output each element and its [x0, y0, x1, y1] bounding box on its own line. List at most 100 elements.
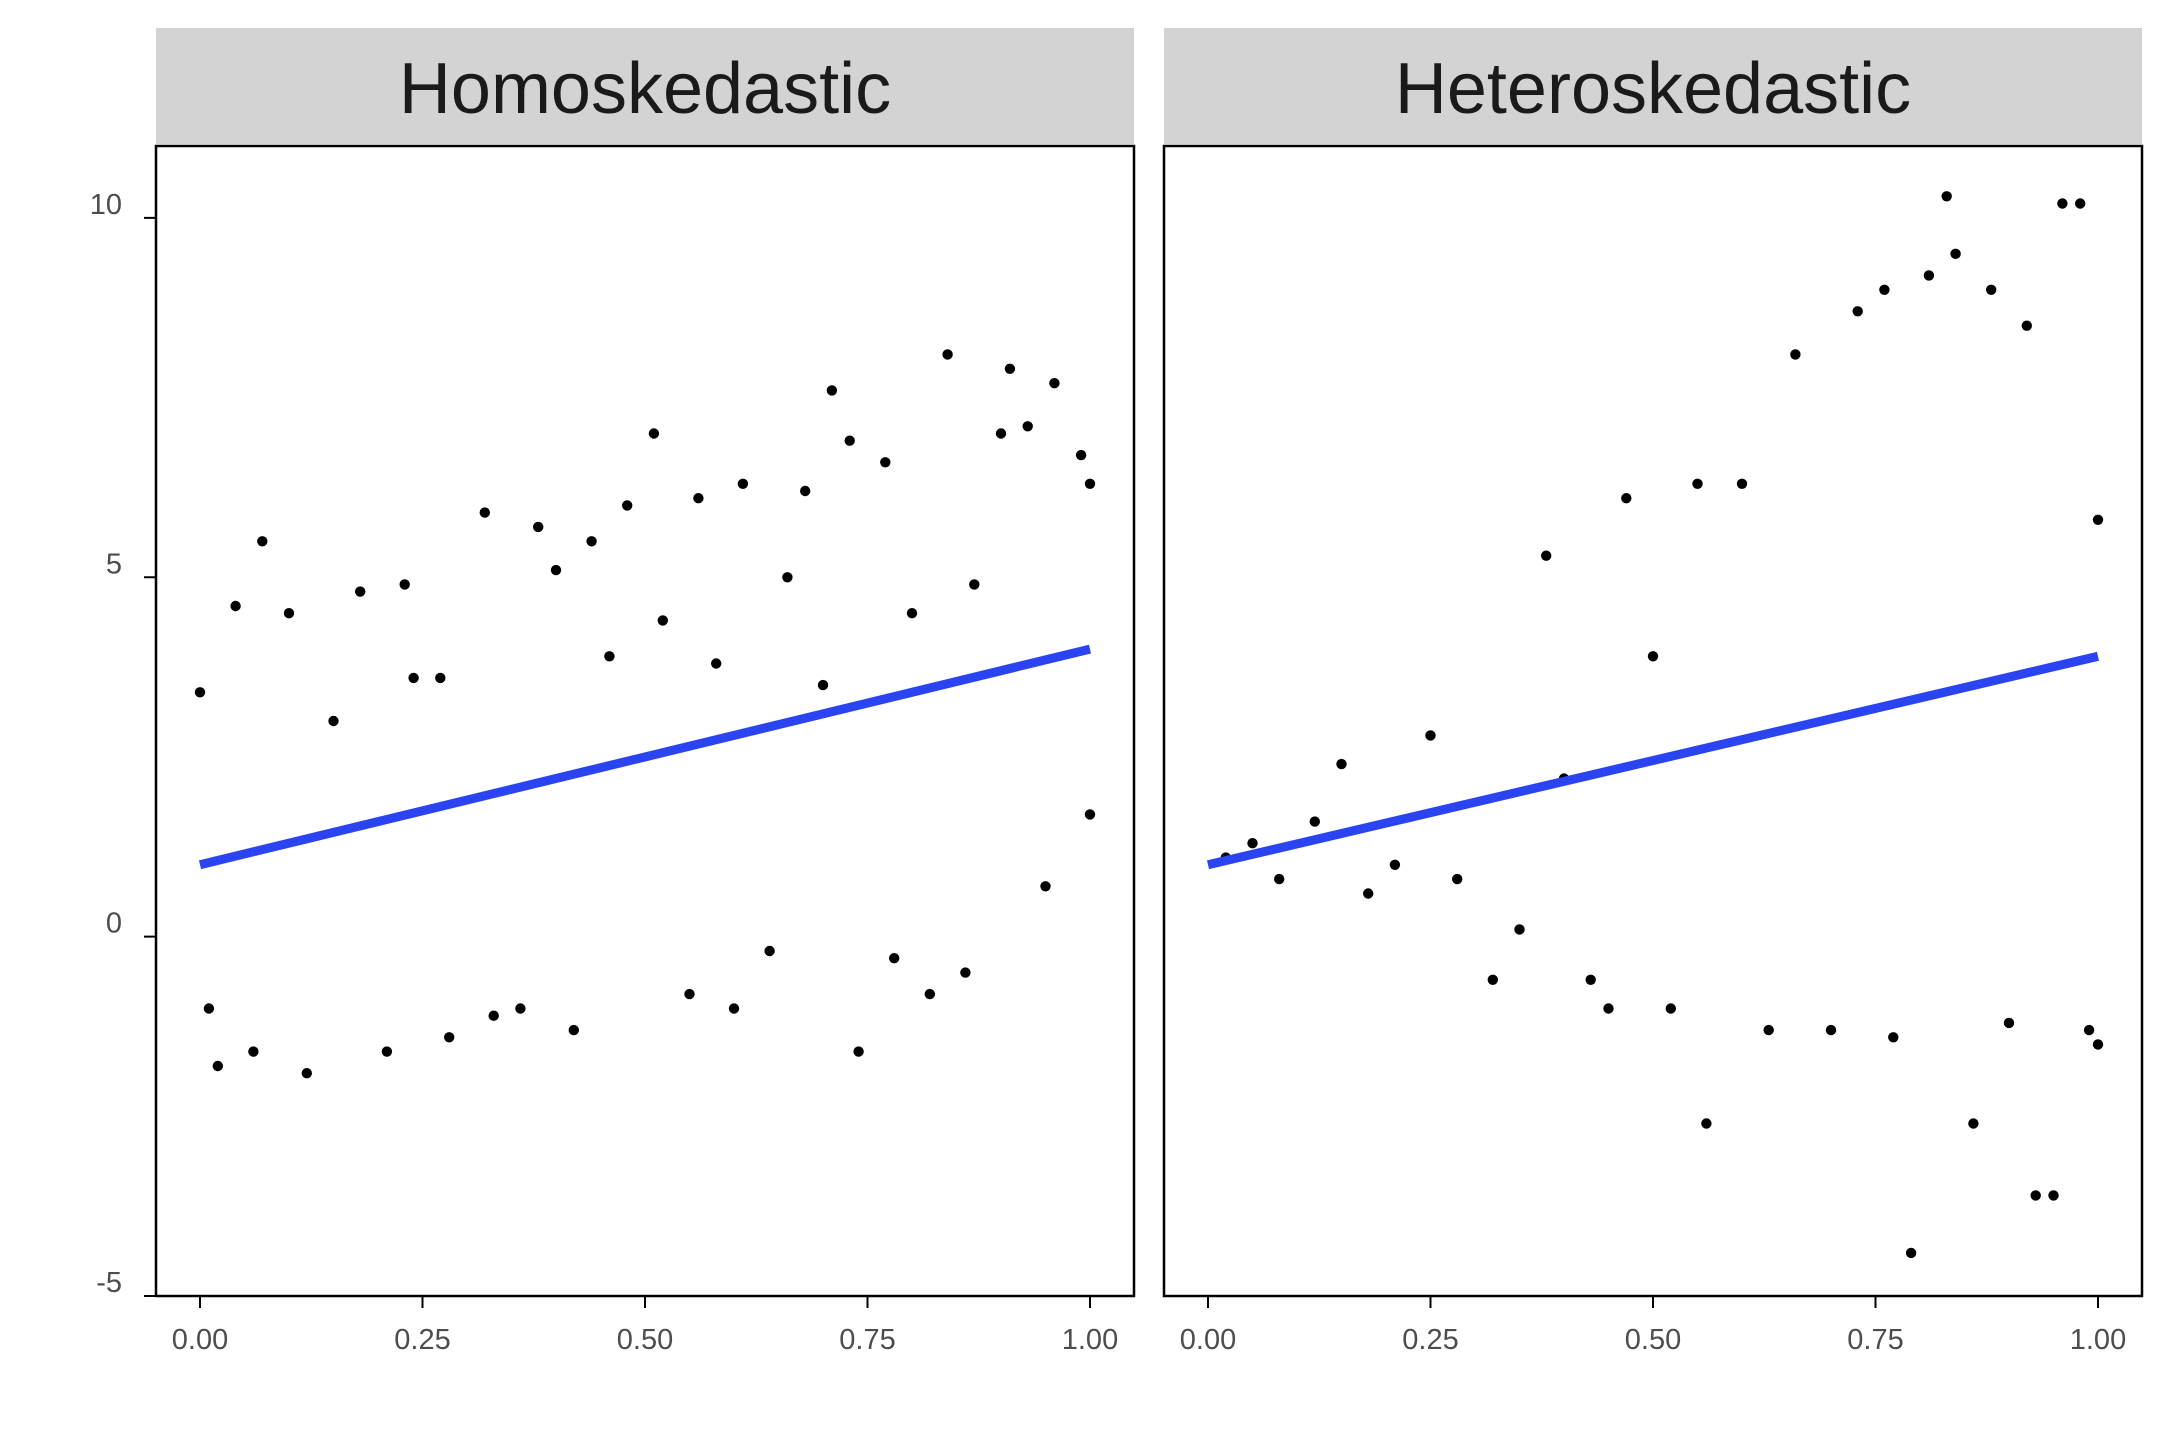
x-tick-label: 0.00: [1180, 1324, 1236, 1356]
scatter-point: [1084, 478, 1096, 489]
scatter-point: [194, 687, 206, 698]
scatter-point: [1879, 284, 1890, 295]
scatter-point: [817, 679, 829, 691]
x-tick-label: 0.75: [839, 1324, 895, 1356]
scatter-point: [960, 967, 971, 978]
scatter-point: [1022, 421, 1033, 432]
scatter-point: [924, 988, 935, 1000]
scatter-point: [1049, 378, 1060, 389]
scatter-point: [942, 349, 953, 360]
scatter-point: [586, 536, 597, 547]
scatter-point: [853, 1046, 864, 1057]
scatter-point: [1852, 306, 1863, 317]
scatter-point: [889, 953, 900, 964]
y-tick-label: 5: [106, 548, 122, 580]
fit-line-heteroskedastic: [1206, 651, 2100, 870]
x-tick-label: 0.25: [394, 1324, 450, 1356]
facet-strip-homoskedastic: [156, 28, 1134, 144]
scatter-point: [1763, 1024, 1774, 1036]
x-axis-homoskedastic: 0.00 0.25 0.50 0.75 1.00: [172, 1296, 1118, 1356]
scatter-point: [257, 536, 268, 547]
scatter-point: [1647, 651, 1659, 662]
scatter-point: [1701, 1118, 1712, 1129]
x-tick-label: 0.00: [172, 1324, 228, 1356]
y-tick-label: 0: [106, 908, 122, 940]
scatter-point: [230, 600, 241, 612]
scatter-point: [1968, 1118, 1979, 1129]
scatter-point: [737, 478, 749, 489]
scatter-point: [203, 1003, 215, 1014]
scatter-point: [1040, 881, 1051, 892]
scatter-point: [1247, 838, 1258, 849]
scatter-point: [1425, 730, 1436, 741]
x-tick-label: 0.75: [1847, 1324, 1903, 1356]
scatter-point: [1923, 270, 1935, 281]
scatter-point: [2083, 1024, 2095, 1036]
scatter-point: [782, 572, 793, 583]
scatter-point: [1389, 859, 1401, 870]
scatter-point: [1514, 924, 1525, 935]
scatter-point: [1084, 809, 1096, 820]
scatter-point: [1905, 1247, 1917, 1259]
scatter-point: [2092, 514, 2104, 525]
scatter-point: [533, 521, 544, 533]
scatter-point: [844, 435, 855, 446]
x-axis-heteroskedastic: 0.00 0.25 0.50 0.75 1.00: [1180, 1296, 2126, 1356]
scatter-point: [283, 608, 295, 619]
y-tick-label: 10: [90, 189, 122, 221]
scatter-point: [1004, 363, 1016, 374]
scatter-point: [622, 500, 633, 511]
scatter-point: [1336, 758, 1347, 770]
plot-area-homoskedastic: [154, 144, 1136, 1298]
scatter-point: [2048, 1190, 2059, 1201]
points-homoskedastic: [194, 349, 1096, 1079]
x-tick-label: 1.00: [1062, 1324, 1118, 1356]
scatter-point: [995, 428, 1007, 439]
scatter-point: [1665, 1003, 1677, 1014]
scatter-point: [1075, 449, 1087, 461]
scatter-point: [1790, 349, 1801, 360]
y-tick-label: -5: [96, 1267, 122, 1299]
scatter-point: [764, 945, 775, 957]
panel-heteroskedastic: Heteroskedastic 0.00 0.25 0.50 0.75 1.00: [1162, 28, 2144, 1356]
scatter-point: [444, 1032, 455, 1043]
scatter-point: [1986, 284, 1997, 295]
scatter-point: [711, 658, 722, 669]
scatter-point: [906, 608, 918, 619]
points-heteroskedastic: [1220, 191, 2104, 1259]
scatter-point: [657, 615, 668, 626]
facet-strip-heteroskedastic: [1164, 28, 2142, 144]
scatter-point: [212, 1060, 223, 1072]
scatter-point: [2075, 198, 2086, 209]
scatter-point: [248, 1046, 259, 1057]
scatter-point: [1621, 493, 1632, 504]
scatter-point: [568, 1024, 579, 1036]
x-tick-label: 0.50: [1625, 1324, 1681, 1356]
scatter-point: [1941, 191, 1952, 202]
panel-homoskedastic: Homoskedastic 0.00 0.25 0.50 0.75 1.00 -5 0 5 1…: [90, 28, 1136, 1356]
scatter-point: [1736, 478, 1748, 489]
plot-area-heteroskedastic: [1162, 144, 2144, 1298]
scatter-point: [1363, 888, 1374, 899]
scatter-point: [2057, 198, 2068, 209]
scatter-point: [1274, 873, 1285, 885]
scatter-point: [2003, 1017, 2015, 1029]
facet-title-heteroskedastic: Heteroskedastic: [1395, 49, 1911, 129]
scatter-point: [301, 1068, 312, 1079]
scatter-point: [1541, 550, 1552, 561]
scatter-point: [1487, 974, 1499, 985]
scatter-point: [1309, 816, 1321, 827]
scatter-point: [1950, 248, 1961, 259]
scatter-point: [1888, 1032, 1899, 1043]
scatter-point: [684, 988, 695, 1000]
scatter-point: [1825, 1024, 1837, 1036]
scatter-point: [488, 1010, 499, 1021]
scatter-point: [408, 672, 419, 684]
scatter-point: [728, 1003, 740, 1014]
x-tick-label: 0.25: [1402, 1324, 1458, 1356]
scatter-point: [800, 485, 811, 497]
scatter-point: [355, 586, 366, 597]
scatter-point: [435, 672, 446, 684]
x-tick-label: 0.50: [617, 1324, 673, 1356]
